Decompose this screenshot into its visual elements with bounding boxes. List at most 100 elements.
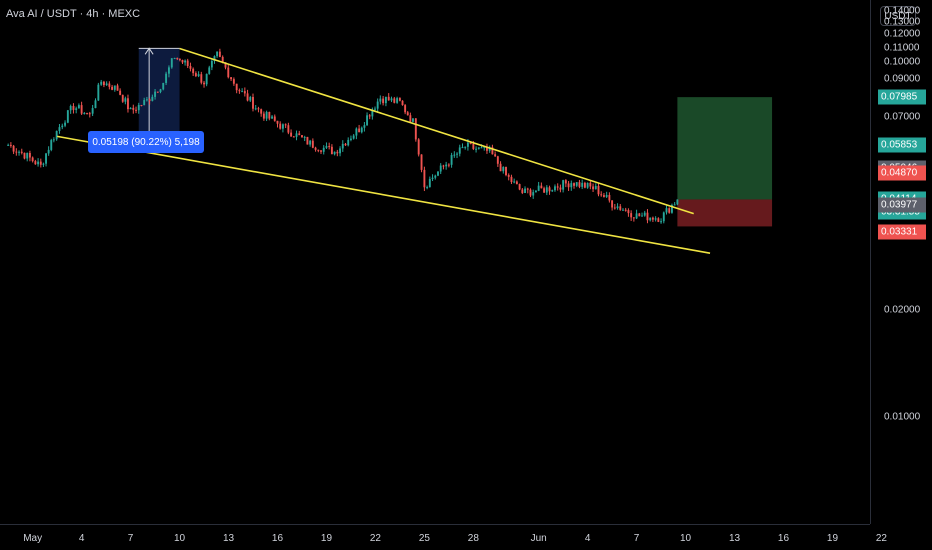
candle xyxy=(88,113,91,115)
candle xyxy=(494,154,497,157)
candle xyxy=(268,111,271,119)
candle xyxy=(554,186,556,191)
candle xyxy=(64,122,67,126)
candle xyxy=(589,182,592,187)
candle xyxy=(111,86,114,90)
candle xyxy=(224,62,227,68)
candle xyxy=(573,183,575,186)
candle xyxy=(426,187,429,189)
candle xyxy=(488,147,491,151)
candle xyxy=(358,128,361,133)
candle xyxy=(301,135,303,138)
candle xyxy=(45,153,47,164)
time-tick: 16 xyxy=(777,533,790,544)
candle xyxy=(309,140,312,145)
candle xyxy=(537,185,540,191)
candle xyxy=(507,175,510,177)
candle xyxy=(295,133,298,137)
candle xyxy=(382,98,385,104)
candle xyxy=(366,115,369,126)
candle xyxy=(181,60,184,63)
candle xyxy=(510,176,513,182)
candle xyxy=(651,217,654,220)
candle xyxy=(23,152,26,159)
candle xyxy=(52,139,55,141)
price-tick: 0.10000 xyxy=(884,56,921,68)
candle xyxy=(649,217,652,221)
time-tick: 28 xyxy=(467,533,479,544)
candle xyxy=(445,164,448,167)
candle xyxy=(390,98,393,101)
candle xyxy=(257,108,260,110)
candle xyxy=(513,181,516,183)
candle xyxy=(320,150,322,152)
candle xyxy=(417,139,420,155)
candle xyxy=(241,91,244,93)
candle xyxy=(586,182,589,188)
candle xyxy=(154,91,157,97)
candle xyxy=(232,79,235,84)
candle xyxy=(31,157,34,162)
candle xyxy=(221,56,224,63)
candle xyxy=(94,100,97,109)
candle xyxy=(262,113,265,119)
candle xyxy=(447,164,450,166)
candle xyxy=(477,147,480,149)
candle xyxy=(173,58,176,60)
measure-label: 0.05198 (90.22%) 5,198 xyxy=(88,131,204,153)
candle xyxy=(213,56,216,61)
candle xyxy=(124,98,127,102)
candle xyxy=(66,110,69,123)
candle xyxy=(453,154,456,156)
candle xyxy=(18,151,20,153)
candle xyxy=(162,82,165,90)
candle xyxy=(317,149,320,151)
trendlines[interactable] xyxy=(56,47,711,254)
candle xyxy=(469,142,472,145)
candle xyxy=(176,58,179,60)
candle xyxy=(605,194,608,197)
candle xyxy=(61,125,64,128)
candle xyxy=(363,125,366,128)
time-tick: 7 xyxy=(127,533,134,544)
candle xyxy=(292,136,295,138)
candle xyxy=(218,51,221,57)
candle xyxy=(119,90,122,95)
candle xyxy=(148,99,151,101)
candle xyxy=(129,107,132,110)
candle xyxy=(515,181,518,185)
long-position-tool[interactable] xyxy=(677,97,773,227)
candle xyxy=(7,144,10,146)
price-label: 0.04870 xyxy=(878,165,926,181)
candle xyxy=(355,128,358,136)
candle xyxy=(28,152,31,158)
candle xyxy=(69,106,72,111)
candle xyxy=(306,136,309,145)
candle xyxy=(545,187,548,193)
candle xyxy=(178,58,181,61)
candle xyxy=(113,85,116,90)
price-label: 0.05853 xyxy=(878,137,926,153)
price-tick: 0.02000 xyxy=(884,304,921,316)
candle xyxy=(551,190,554,192)
candle xyxy=(127,98,129,110)
candle xyxy=(165,73,168,83)
candle xyxy=(543,188,546,193)
candle xyxy=(404,105,407,113)
candle xyxy=(156,91,159,93)
candle xyxy=(170,58,173,68)
time-tick: 4 xyxy=(78,533,85,544)
candle xyxy=(665,208,668,213)
candle xyxy=(151,96,154,101)
candle xyxy=(559,187,562,190)
candle xyxy=(360,127,363,133)
candle xyxy=(619,206,622,210)
candle xyxy=(276,120,279,124)
candle xyxy=(303,136,306,138)
currency-button[interactable]: USDT xyxy=(880,6,916,26)
candle xyxy=(325,146,328,148)
candle xyxy=(330,146,333,155)
candle xyxy=(396,98,399,103)
candle xyxy=(37,161,40,165)
